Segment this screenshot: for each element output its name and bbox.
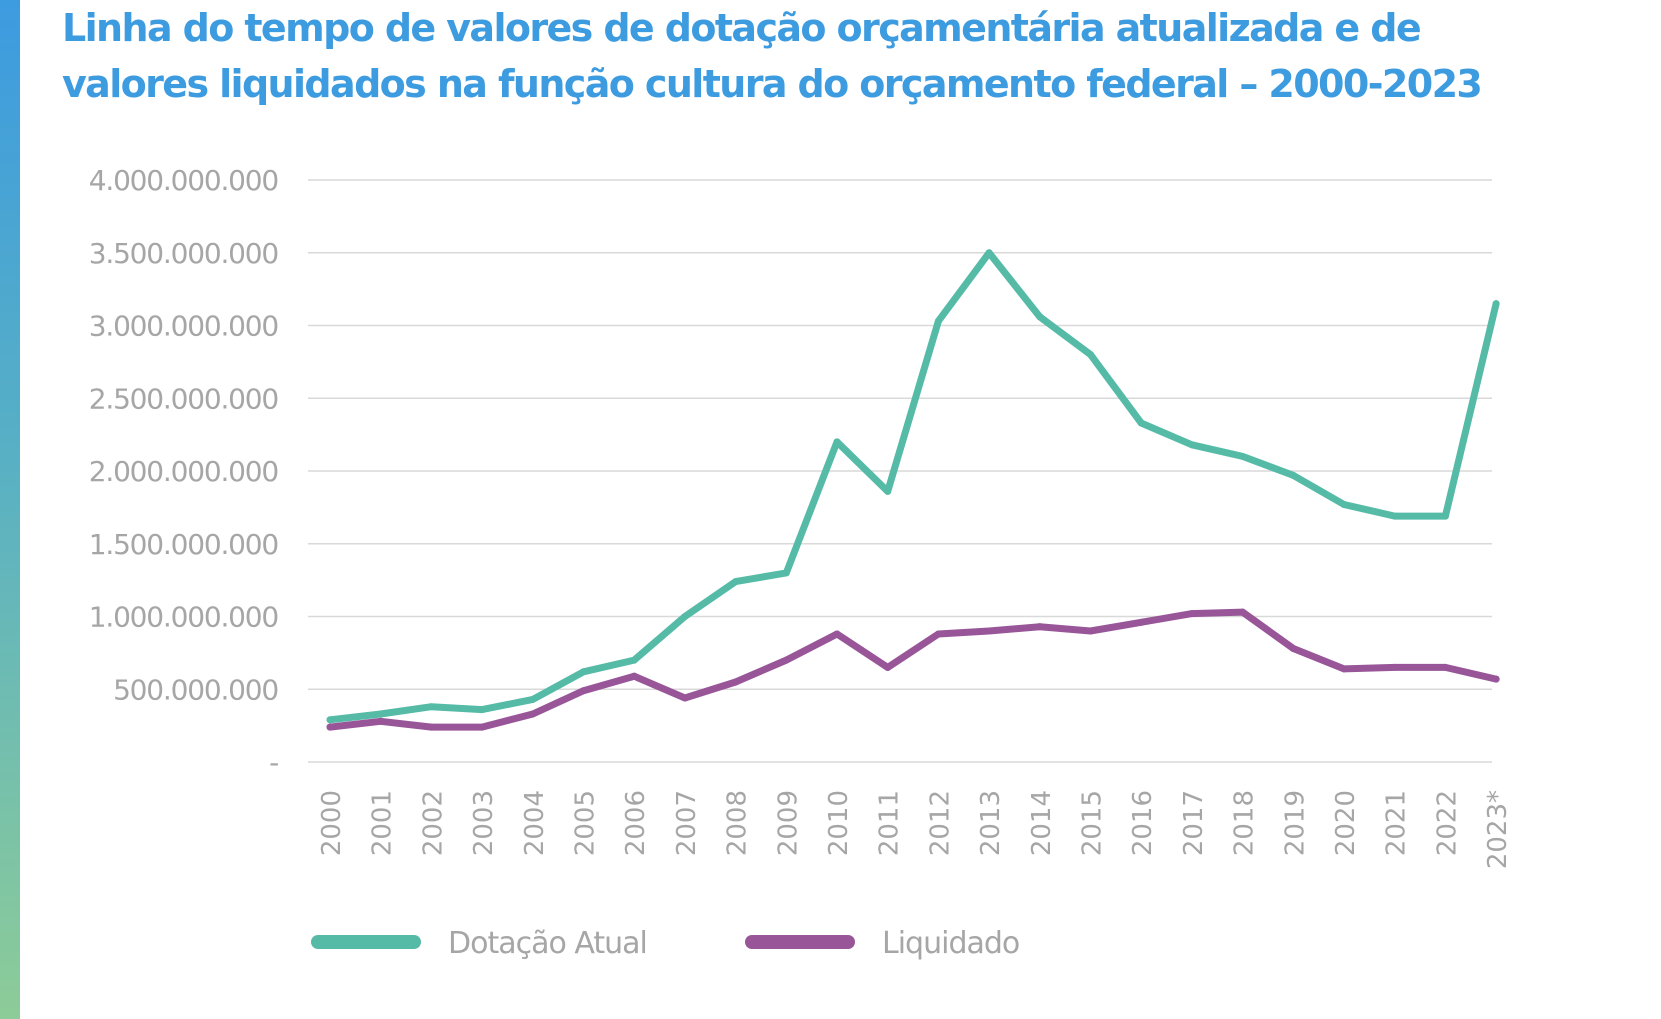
y-tick-label: 2.500.000.000 bbox=[89, 382, 278, 415]
data-point bbox=[580, 668, 587, 676]
x-tick-label: 2007 bbox=[672, 790, 702, 856]
data-point bbox=[529, 695, 537, 703]
legend-label: Liquidado bbox=[882, 926, 1019, 961]
data-point bbox=[884, 487, 892, 495]
data-point bbox=[934, 630, 942, 638]
series-line-liquidado bbox=[326, 608, 1500, 731]
y-tick-label: 3.500.000.000 bbox=[89, 237, 278, 270]
data-point bbox=[732, 678, 740, 686]
data-point bbox=[377, 717, 385, 725]
data-point bbox=[1087, 627, 1094, 635]
y-axis-ticks: - 500.000.000 1.000.000.000 1.500.000.000 2.… bbox=[89, 164, 280, 779]
data-point bbox=[1036, 313, 1044, 321]
data-point bbox=[782, 656, 790, 664]
data-point bbox=[985, 249, 993, 257]
x-tick-label: 2004 bbox=[520, 790, 550, 856]
chart-title-line-2: valores liquidados na função cultura do … bbox=[62, 62, 1483, 106]
data-point bbox=[681, 613, 689, 620]
data-point bbox=[985, 627, 993, 635]
data-point bbox=[630, 656, 638, 664]
data-point bbox=[1087, 351, 1094, 359]
data-point bbox=[833, 630, 841, 638]
data-point bbox=[630, 672, 638, 680]
series-lines bbox=[326, 249, 1500, 731]
x-tick-label: 2017 bbox=[1179, 790, 1209, 856]
data-point bbox=[1391, 512, 1399, 520]
data-point bbox=[478, 706, 486, 714]
data-point bbox=[732, 578, 740, 586]
data-point bbox=[1188, 441, 1196, 449]
x-tick-label: 2002 bbox=[418, 790, 448, 856]
x-tick-label: 2016 bbox=[1128, 790, 1158, 856]
x-axis-ticks: 2000 2001 2002 2003 2004 2005 2006 2007 2008 2009… bbox=[317, 790, 1513, 869]
data-point bbox=[1239, 608, 1247, 616]
gridlines bbox=[308, 179, 1492, 763]
data-point bbox=[1441, 512, 1449, 520]
chart-title-line-1: Linha do tempo de valores de dotação orç… bbox=[62, 6, 1422, 50]
y-tick-label: 1.000.000.000 bbox=[89, 601, 278, 634]
x-tick-label: 2019 bbox=[1280, 790, 1310, 856]
y-tick-label: 2.000.000.000 bbox=[89, 455, 278, 488]
x-tick-label: 2015 bbox=[1078, 790, 1108, 856]
data-point bbox=[1188, 610, 1196, 618]
x-tick-label: 2009 bbox=[773, 790, 803, 856]
x-tick-label: 2010 bbox=[824, 790, 854, 856]
data-point bbox=[1137, 419, 1145, 427]
data-point bbox=[1492, 300, 1500, 308]
data-point bbox=[1137, 618, 1145, 626]
x-tick-label: 2006 bbox=[621, 790, 651, 856]
data-point bbox=[1289, 471, 1297, 479]
data-point bbox=[782, 569, 790, 577]
data-point bbox=[1492, 675, 1500, 683]
data-point bbox=[1289, 645, 1297, 653]
y-tick-label: 500.000.000 bbox=[113, 673, 278, 706]
data-point bbox=[580, 687, 587, 695]
data-point bbox=[934, 317, 942, 325]
data-point bbox=[427, 703, 435, 711]
x-tick-label: 2014 bbox=[1027, 790, 1057, 856]
chart-title: Linha do tempo de valores de dotação orç… bbox=[62, 0, 1652, 112]
x-tick-label: 2001 bbox=[368, 790, 398, 856]
legend-label: Dotação Atual bbox=[448, 926, 647, 961]
x-tick-label: 2023* bbox=[1483, 790, 1513, 869]
x-tick-label: 2012 bbox=[925, 790, 955, 856]
x-tick-label: 2021 bbox=[1382, 790, 1412, 856]
data-point bbox=[529, 710, 537, 718]
x-tick-label: 2022 bbox=[1432, 790, 1462, 856]
data-point bbox=[326, 716, 334, 724]
x-tick-label: 2003 bbox=[469, 790, 499, 856]
series-line-dotacao-atual bbox=[326, 249, 1500, 724]
data-point bbox=[681, 694, 689, 702]
y-tick-label: 4.000.000.000 bbox=[89, 164, 278, 197]
y-tick-label: - bbox=[269, 746, 278, 779]
data-point bbox=[1441, 663, 1449, 671]
data-point bbox=[1340, 665, 1348, 673]
side-accent-bar bbox=[0, 0, 20, 1019]
x-tick-label: 2011 bbox=[875, 790, 905, 856]
y-tick-label: 1.500.000.000 bbox=[89, 528, 278, 561]
x-tick-label: 2000 bbox=[317, 790, 347, 856]
legend: Dotação Atual Liquidado bbox=[311, 926, 1020, 961]
data-point bbox=[884, 663, 892, 671]
data-point bbox=[478, 723, 486, 731]
x-tick-label: 2013 bbox=[976, 790, 1006, 856]
data-point bbox=[377, 710, 385, 718]
data-point bbox=[1340, 500, 1348, 508]
y-tick-label: 3.000.000.000 bbox=[89, 310, 278, 343]
data-point bbox=[326, 723, 334, 731]
x-tick-label: 2008 bbox=[723, 790, 753, 856]
data-point bbox=[1239, 452, 1247, 460]
x-tick-label: 2020 bbox=[1331, 790, 1361, 856]
data-point bbox=[1036, 623, 1044, 631]
x-tick-label: 2018 bbox=[1230, 790, 1260, 856]
data-point bbox=[427, 723, 435, 731]
x-tick-label: 2005 bbox=[571, 790, 601, 856]
data-point bbox=[833, 438, 841, 446]
data-point bbox=[1391, 663, 1399, 671]
